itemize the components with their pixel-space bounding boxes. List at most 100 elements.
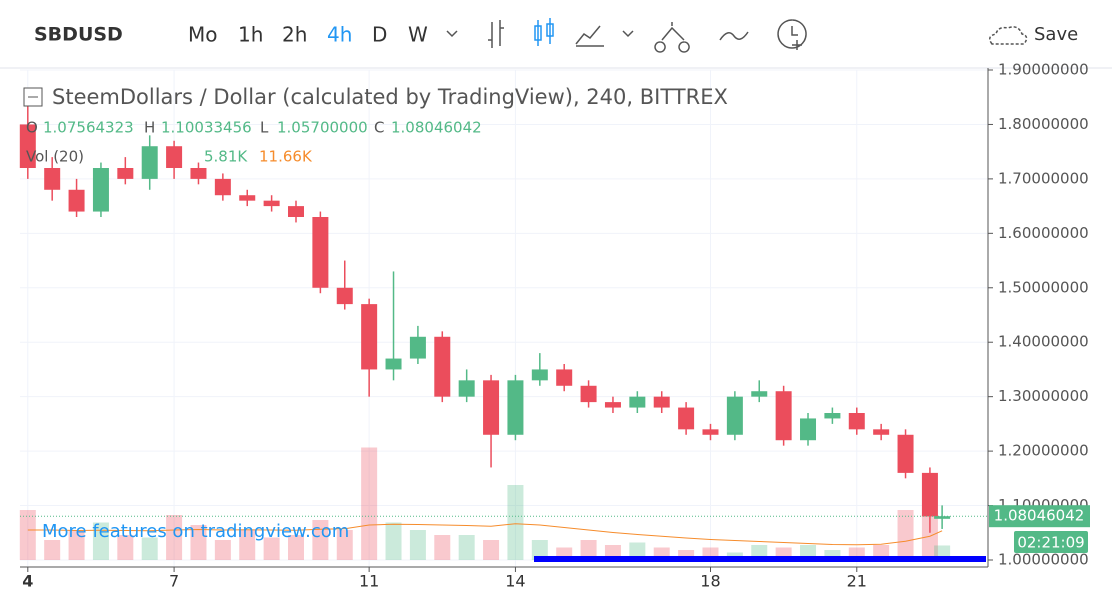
chart-title: SteemDollars / Dollar (calculated by Tra…	[52, 85, 728, 109]
interval-button[interactable]: W	[408, 23, 428, 47]
volume-bar	[678, 550, 695, 560]
bars-icon[interactable]	[488, 20, 504, 48]
last-price-box	[989, 505, 1090, 528]
y-tick-label: 1.30000000	[998, 387, 1089, 405]
interval-button[interactable]: 4h	[327, 23, 352, 47]
candle-body	[263, 200, 280, 207]
candles-icon[interactable]	[534, 18, 554, 46]
x-tick-label: 11	[359, 572, 379, 591]
y-tick-label: 1.60000000	[998, 224, 1089, 242]
save-icon[interactable]	[989, 26, 1028, 45]
volume-bar	[92, 522, 109, 560]
y-tick-label: 1.80000000	[998, 115, 1089, 133]
candle-body	[934, 516, 951, 519]
watermark[interactable]: More features on tradingview.com	[42, 521, 349, 542]
candle-body	[92, 168, 109, 212]
volume-name: Vol (20)	[26, 148, 84, 166]
candle-body	[897, 434, 914, 473]
volume-bar	[19, 510, 36, 560]
volume-bar	[921, 515, 938, 560]
compare-icon[interactable]	[654, 22, 690, 53]
ohlc-value: 1.05700000	[277, 119, 368, 137]
volume-bar	[409, 530, 426, 560]
y-tick-label: 1.50000000	[998, 278, 1089, 296]
volume-bar	[263, 537, 280, 560]
dropdown-icon[interactable]	[622, 30, 634, 38]
candle-body	[239, 195, 256, 201]
volume-bar	[166, 515, 183, 560]
dropdown-icon[interactable]	[446, 30, 458, 38]
candle-body	[873, 429, 890, 435]
candle-body	[726, 396, 743, 435]
candle-body	[458, 380, 475, 397]
candle-body	[336, 287, 353, 305]
candle-body	[629, 396, 646, 408]
volume-value: 5.81K	[204, 148, 248, 166]
candle-body	[385, 358, 402, 370]
volume-bar	[483, 540, 500, 560]
volume-ma-value: 11.66K	[259, 148, 313, 166]
area-icon[interactable]	[575, 25, 604, 47]
symbol[interactable]: SBDUSD	[34, 24, 123, 46]
ohlc-value: 1.07564323	[43, 119, 134, 137]
candle-body	[361, 304, 378, 370]
candle-body	[507, 380, 524, 435]
candle-body	[604, 402, 621, 408]
volume-bar	[507, 485, 524, 560]
last-price-label: 1.08046042	[994, 507, 1085, 525]
y-tick-label: 1.70000000	[998, 169, 1089, 187]
countdown: 02:21:09	[1017, 534, 1084, 552]
ohlc-key: C	[374, 119, 384, 137]
candle-body	[409, 336, 426, 359]
volume-bar	[824, 550, 841, 560]
interval-button[interactable]: 2h	[282, 23, 307, 47]
volume-bar	[434, 535, 451, 560]
volume-bar	[385, 522, 402, 560]
candle-body	[531, 369, 548, 381]
interval-button[interactable]: D	[372, 23, 387, 47]
interval-button[interactable]: Mo	[188, 23, 218, 47]
candle-body	[483, 380, 500, 435]
volume-bar	[897, 510, 914, 560]
volume-bar	[117, 535, 134, 560]
x-tick-label: 7	[169, 572, 179, 591]
candle-body	[68, 189, 85, 212]
x-tick-label: 18	[700, 572, 720, 591]
countdown-box	[1014, 531, 1088, 553]
candle-body	[117, 168, 134, 179]
candle-body	[44, 168, 61, 190]
save-button[interactable]: Save	[1034, 24, 1078, 45]
candle-body	[580, 385, 597, 403]
volume-bar	[531, 540, 548, 560]
selection-bar	[534, 556, 986, 562]
indicators-icon[interactable]	[719, 31, 749, 41]
volume-bar	[141, 537, 158, 560]
ohlc-value: 1.08046042	[391, 119, 482, 137]
volume-bar	[44, 540, 61, 560]
y-tick-label: 1.40000000	[998, 333, 1089, 351]
y-tick-label: 1.90000000	[998, 61, 1089, 79]
candle-body	[141, 146, 158, 179]
candle-body	[434, 336, 451, 397]
volume-bar	[336, 530, 353, 560]
toolbar	[0, 0, 1112, 68]
candle-body	[824, 413, 841, 419]
y-tick-label: 1.20000000	[998, 442, 1089, 460]
candle-body	[848, 413, 865, 430]
ohlc-key: H	[144, 119, 155, 137]
x-tick-label: 21	[847, 572, 867, 591]
volume-bar	[239, 530, 256, 560]
alert-icon[interactable]	[777, 19, 807, 50]
candle-body	[653, 396, 670, 408]
y-tick-label: 1.00000000	[998, 551, 1089, 569]
x-tick-label: 14	[505, 572, 525, 591]
volume-bar	[190, 525, 207, 560]
volume-bar	[288, 535, 304, 560]
interval-button[interactable]: 1h	[238, 23, 263, 47]
volume-bar	[629, 542, 646, 560]
candle-body	[800, 418, 817, 441]
candle-body	[214, 178, 231, 196]
candle-body	[190, 168, 207, 179]
candle-body	[751, 391, 768, 397]
